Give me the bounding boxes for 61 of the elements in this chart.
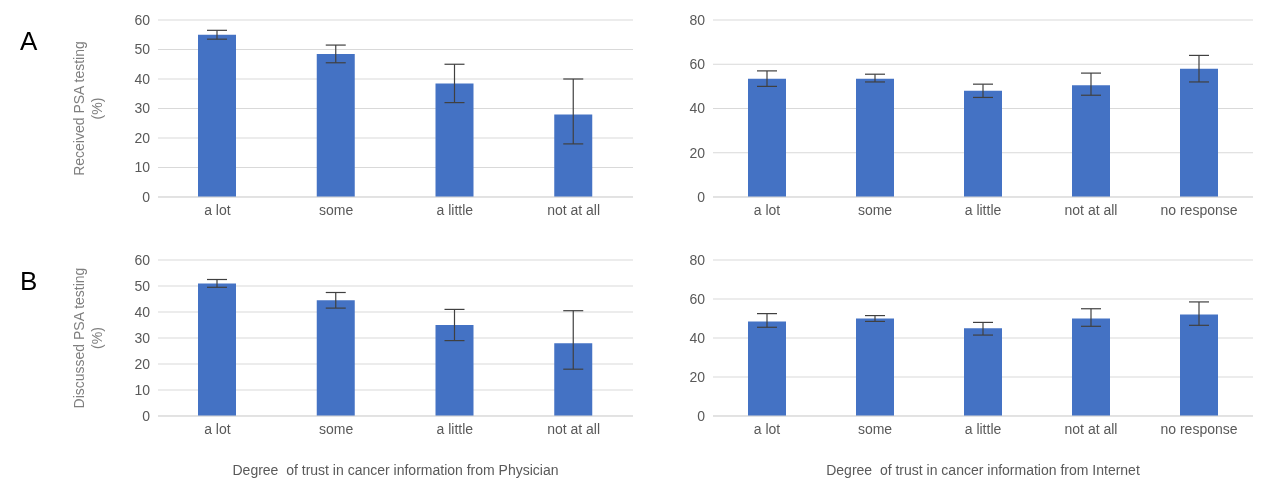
x-tick-label: not at all — [547, 201, 601, 218]
x-tick-label: some — [857, 420, 893, 437]
y-tick-label: 0 — [142, 407, 151, 424]
y-tick-label: 0 — [697, 188, 706, 205]
y-tick-label: 0 — [142, 188, 151, 205]
y-tick-label: 30 — [134, 100, 151, 117]
y-tick-label: 60 — [689, 290, 706, 307]
bar — [554, 343, 593, 416]
x-tick-label: some — [857, 201, 893, 218]
y-tick-label: 50 — [134, 41, 151, 58]
x-tick-label: not at all — [547, 420, 601, 437]
y-tick-label: 60 — [134, 251, 151, 268]
y-tick-label: 10 — [134, 381, 151, 398]
x-tick-label: not at all — [1064, 420, 1118, 437]
y-tick-label: 20 — [134, 129, 151, 146]
bar — [435, 83, 474, 197]
y-tick-label: 0 — [697, 407, 706, 424]
y-tick-label: 30 — [134, 329, 151, 346]
bar — [1072, 85, 1110, 197]
x-tick-label: a lot — [753, 201, 781, 218]
x-tick-label: a little — [436, 201, 474, 218]
bar — [856, 78, 894, 197]
y-tick-label: 50 — [134, 277, 151, 294]
bar — [748, 78, 786, 197]
y-tick-label: 40 — [134, 303, 151, 320]
y-tick-label: 20 — [134, 355, 151, 372]
y-tick-label: 40 — [689, 100, 706, 117]
x-tick-label: a lot — [204, 201, 231, 218]
x-tick-label: a lot — [753, 420, 781, 437]
bar — [1180, 68, 1218, 197]
x-tick-label: a little — [436, 420, 474, 437]
x-tick-label: no response — [1160, 420, 1238, 437]
x-tick-label: not at all — [1064, 201, 1118, 218]
y-tick-label: 40 — [134, 70, 151, 87]
bar — [198, 34, 236, 197]
x-tick-label: no response — [1160, 201, 1238, 218]
y-tick-label: 60 — [134, 11, 151, 28]
bar — [554, 114, 593, 197]
y-tick-label: 60 — [689, 56, 706, 73]
bar — [316, 53, 355, 197]
x-axis-title: Degree of trust in cancer information from Physician — [231, 462, 560, 478]
y-axis-title: Received PSA testing (%) — [71, 41, 105, 176]
x-tick-label: some — [319, 420, 354, 437]
x-axis-title: Degree of trust in cancer information from Internet — [825, 462, 1141, 478]
bar — [198, 283, 236, 416]
bar — [964, 90, 1002, 197]
x-tick-label: some — [319, 201, 354, 218]
x-tick-label: a lot — [204, 420, 231, 437]
text: A — [20, 26, 38, 57]
y-tick-label: 40 — [689, 329, 706, 346]
y-tick-label: 20 — [689, 368, 706, 385]
bar — [435, 325, 474, 416]
x-tick-label: a little — [964, 420, 1002, 437]
y-tick-label: 80 — [689, 11, 706, 28]
x-tick-label: a little — [964, 201, 1002, 218]
bar — [316, 300, 355, 416]
text: B — [20, 266, 38, 297]
y-tick-label: 20 — [689, 144, 706, 161]
y-tick-label: 80 — [689, 251, 706, 268]
y-axis-title: Discussed PSA testing (%) — [71, 267, 105, 409]
y-tick-label: 10 — [134, 159, 151, 176]
